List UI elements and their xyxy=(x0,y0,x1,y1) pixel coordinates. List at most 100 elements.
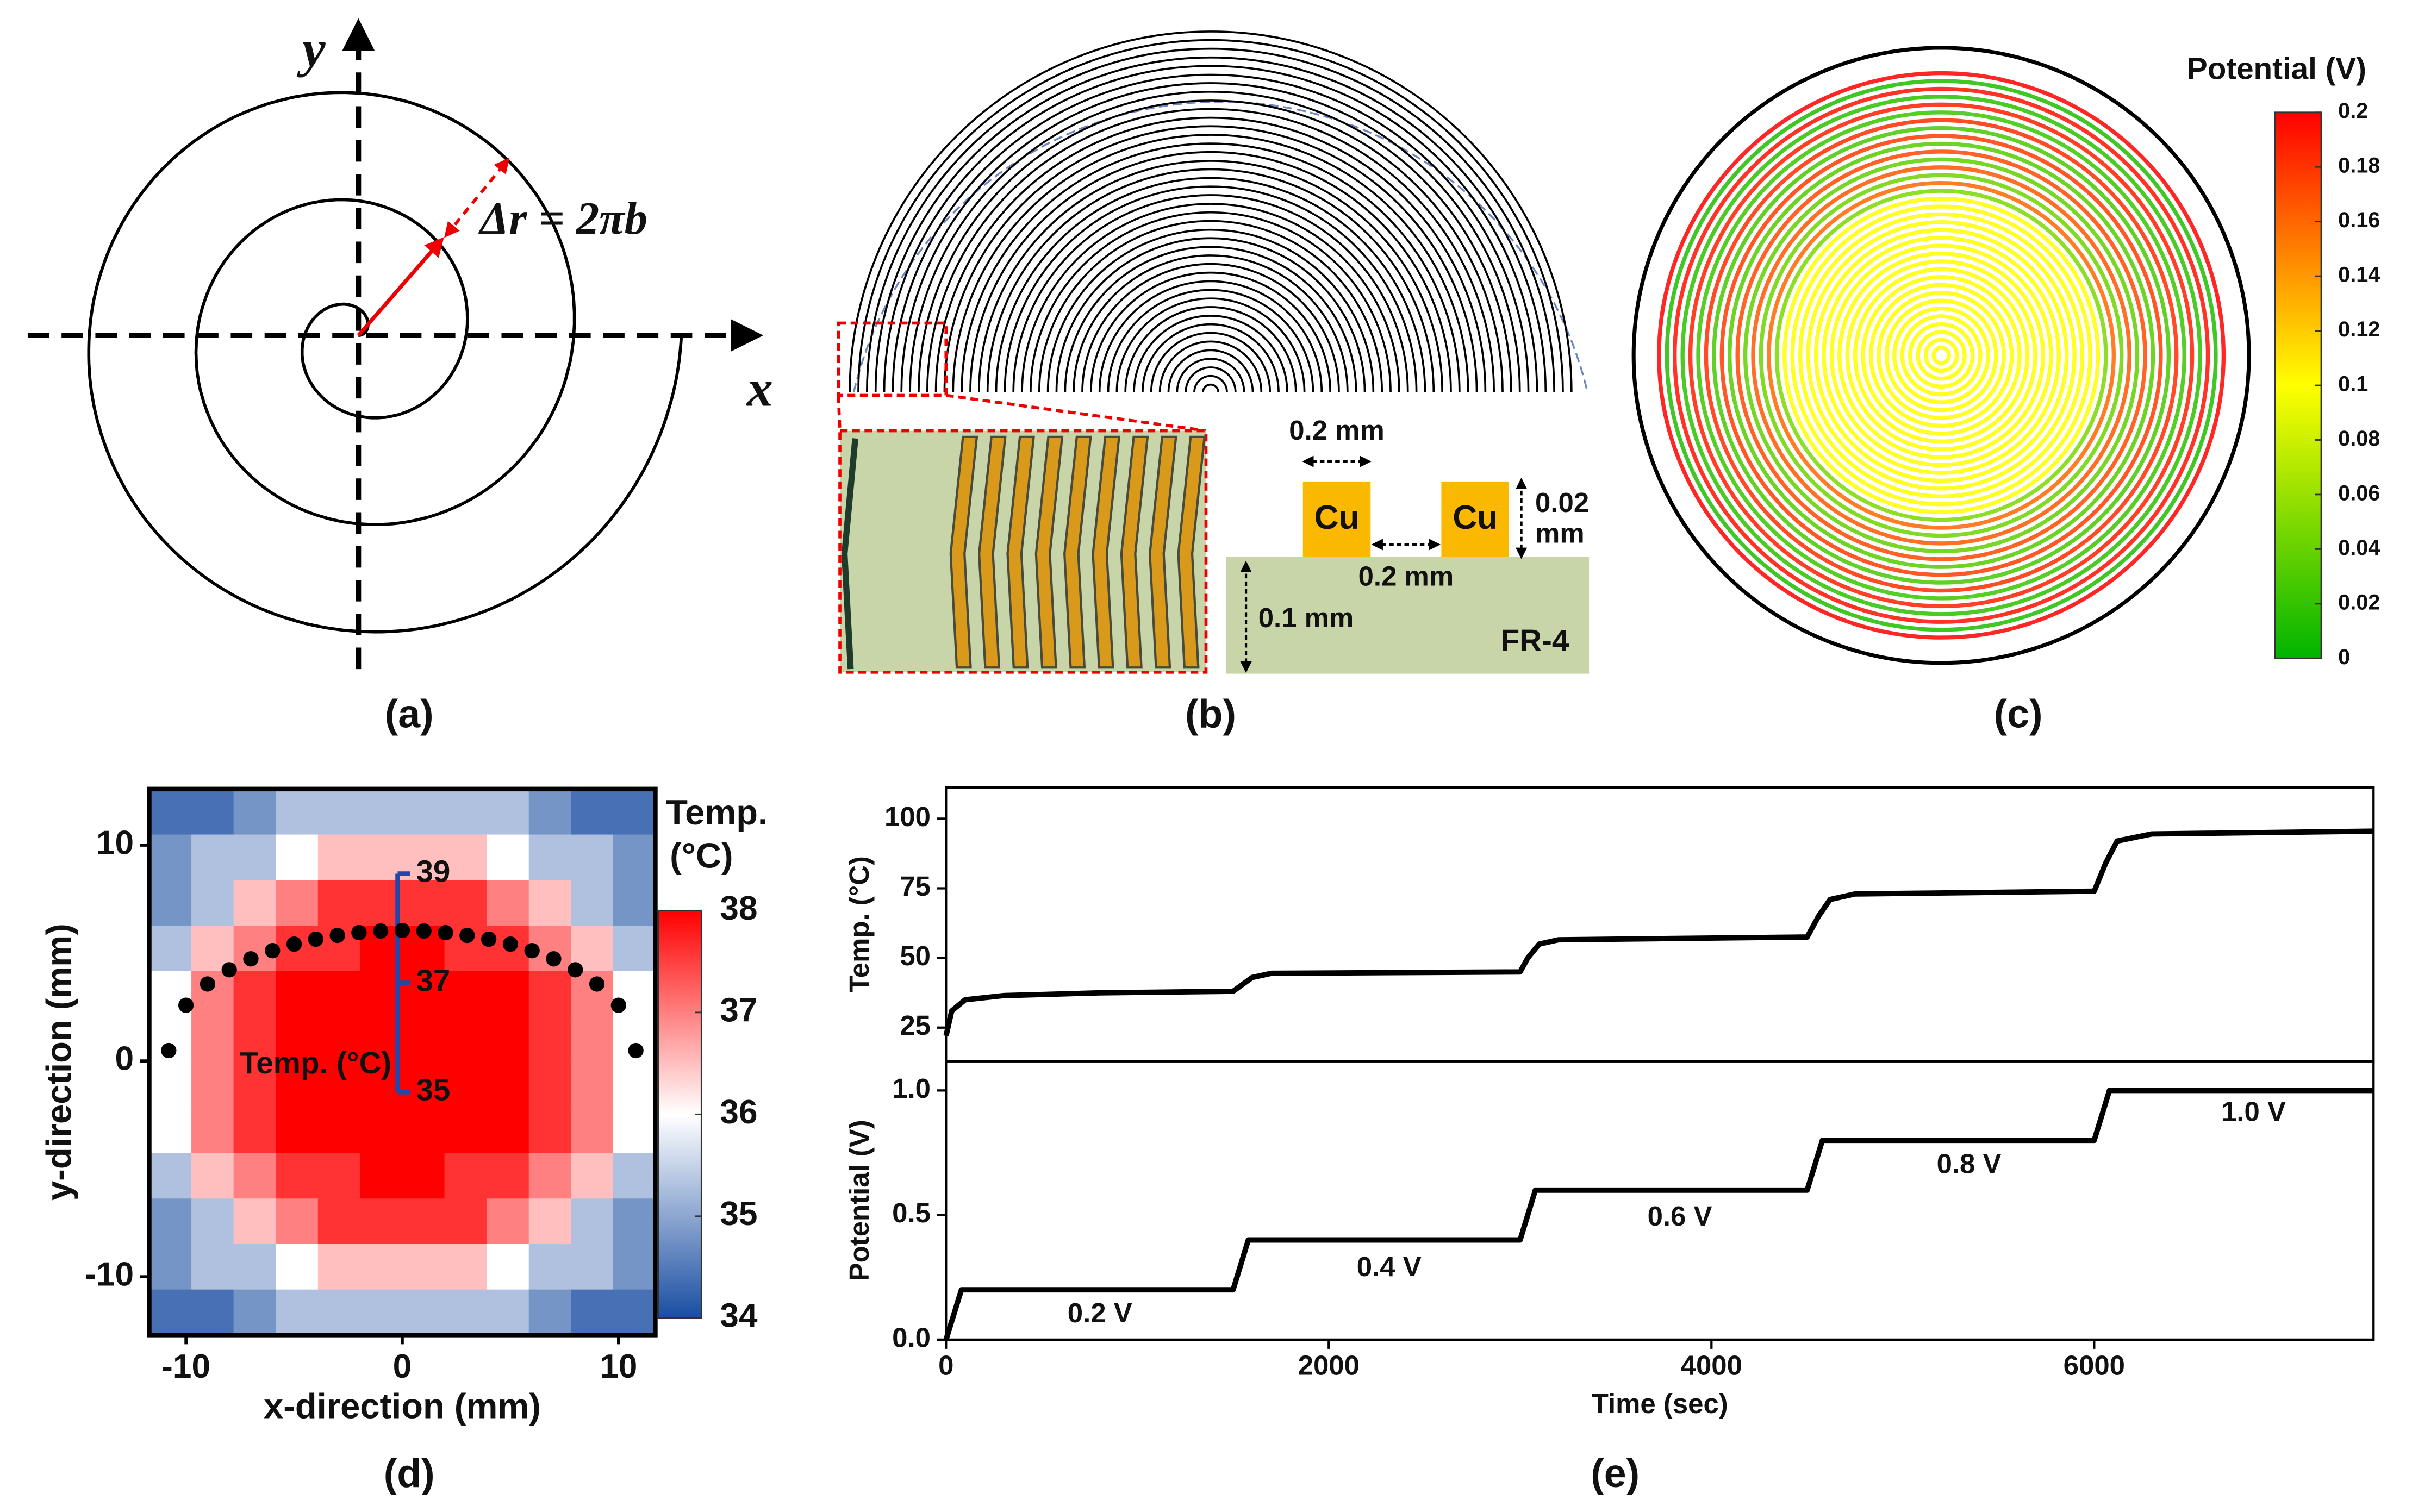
heatmap-cell xyxy=(360,789,403,835)
heatmap-cell xyxy=(191,834,234,881)
dimension: 0.02 xyxy=(1535,487,1589,518)
y-tick-label: 50 xyxy=(900,940,931,971)
trace-arc xyxy=(1142,323,1280,392)
heatmap-cell xyxy=(613,1244,656,1290)
heatmap-cell xyxy=(149,789,192,835)
trace-ring xyxy=(1900,314,1983,397)
x-tick-label: 2000 xyxy=(1298,1349,1360,1380)
temperature-point xyxy=(200,976,216,992)
heatmap-cell xyxy=(317,1016,361,1063)
inset-trace xyxy=(1120,435,1149,669)
trace-ring xyxy=(1719,134,2163,577)
colorbar-tick-label: 0.06 xyxy=(2338,481,2380,505)
panel-label: (d) xyxy=(384,1451,435,1496)
heatmap-cell xyxy=(487,1016,529,1063)
heatmap-cell xyxy=(149,880,192,927)
dimension: 0.2 mm xyxy=(1358,561,1454,592)
heatmap-cell xyxy=(276,1016,319,1063)
inset-trace xyxy=(949,435,978,669)
trace-arc xyxy=(1133,315,1288,392)
trace-arc xyxy=(934,116,1487,392)
heatmap-cell xyxy=(444,1244,488,1290)
temperature-point xyxy=(394,922,410,939)
trace-arc xyxy=(1167,349,1254,392)
trace-arc xyxy=(1055,237,1366,392)
heatmap-cell xyxy=(149,1244,192,1290)
heatmap-cell xyxy=(191,1016,234,1063)
colorbar-title: Potential (V) xyxy=(2187,51,2366,85)
annotation: 0.2 V xyxy=(1068,1297,1132,1328)
colorbar-tick-label: 0.1 xyxy=(2338,372,2368,396)
heatmap-cell xyxy=(276,1062,319,1108)
trace-ring xyxy=(1712,126,2171,585)
copper-label: Cu xyxy=(1314,499,1360,536)
substrate-label: FR-4 xyxy=(1501,623,1569,658)
trace-arc xyxy=(909,91,1512,392)
heatmap-cell xyxy=(276,1244,319,1290)
annotation: 0.8 V xyxy=(1937,1148,2002,1179)
heatmap-cell xyxy=(444,880,488,927)
trace-arc xyxy=(874,56,1547,392)
trace-arc xyxy=(969,151,1452,392)
heatmap-cell xyxy=(233,971,277,1017)
panel-b: Cu Cu 0.2 mm 0.2 mm 0.02 mm 0.1 mm FR-4 xyxy=(837,30,1590,674)
trace-arc xyxy=(961,142,1461,392)
simulated-spiral xyxy=(1657,71,2226,640)
heatmap-cell xyxy=(317,834,361,881)
dimension: 0.1 mm xyxy=(1258,602,1354,633)
heatmap-cell xyxy=(402,1289,445,1336)
trace-ring xyxy=(1877,291,2006,420)
heatmap-cell xyxy=(402,1244,445,1290)
trace-ring xyxy=(1767,180,2116,530)
trace-arc xyxy=(1098,280,1323,392)
plot-frame xyxy=(945,786,2375,1063)
annotation: 0.6 V xyxy=(1648,1201,1712,1232)
trace-arc xyxy=(1030,211,1392,392)
heatmap-cell xyxy=(233,1289,277,1336)
line xyxy=(943,828,2374,1037)
copper xyxy=(1441,481,1509,557)
heatmap-cell xyxy=(444,1198,488,1245)
inset-trace xyxy=(977,435,1007,669)
y-label: y xyxy=(297,19,326,77)
heatmap-cell xyxy=(191,971,234,1017)
colorbar-tick-label: 36 xyxy=(720,1094,757,1131)
heatmap-cell xyxy=(571,1016,614,1063)
heatmap-cell xyxy=(360,834,403,881)
heatmap-cell xyxy=(191,1062,234,1108)
x-tick-label: 6000 xyxy=(2064,1349,2125,1380)
substrate xyxy=(1226,557,1590,674)
y-tick-label: 0.5 xyxy=(892,1197,931,1228)
trace-arc xyxy=(1176,358,1245,392)
annotation: 0.4 V xyxy=(1357,1251,1422,1282)
heatmap-cell xyxy=(233,834,277,881)
heatmap-cell xyxy=(233,1062,277,1108)
temperature-point xyxy=(546,951,562,967)
temperature-point xyxy=(161,1042,177,1059)
zoom-line xyxy=(837,395,842,431)
heatmap-cell xyxy=(317,1289,361,1336)
trace-arc xyxy=(943,125,1478,392)
inset-trace xyxy=(1092,435,1120,669)
heatmap-cell xyxy=(402,1153,445,1199)
inset-trace xyxy=(841,438,858,670)
temperature-point xyxy=(329,927,345,944)
x-tick-label: 10 xyxy=(600,1348,637,1385)
heatmap-cell xyxy=(444,1062,488,1108)
heatmap-cell xyxy=(149,1153,192,1199)
heatmap-cell xyxy=(571,880,614,927)
heatmap-cell xyxy=(571,1107,614,1154)
trace-ring xyxy=(1884,298,1998,413)
trace-ring xyxy=(1868,283,2014,428)
trace-ring xyxy=(1774,189,2108,522)
colorbar xyxy=(2274,111,2322,659)
temperature-point xyxy=(416,923,432,939)
heatmap-cell xyxy=(528,1062,572,1108)
zoom-line xyxy=(945,393,1206,433)
trace-arc xyxy=(977,159,1443,392)
heatmap-cell xyxy=(276,1198,319,1245)
heatmap-cell xyxy=(317,880,361,927)
trace-arc xyxy=(952,134,1469,392)
trace-arc xyxy=(1202,383,1219,392)
heatmap-cell xyxy=(444,789,488,835)
